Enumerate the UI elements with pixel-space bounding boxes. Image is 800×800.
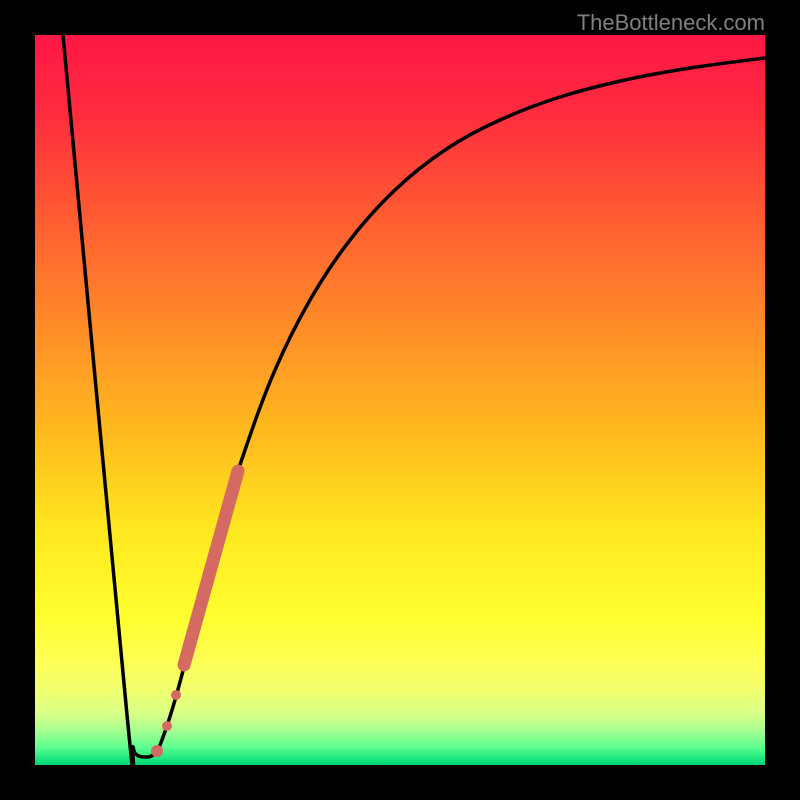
bottleneck-chart (35, 35, 765, 765)
highlighted-data-segment (184, 471, 238, 665)
chart-curve-layer (35, 35, 765, 765)
bottleneck-curve (63, 35, 765, 765)
watermark-text: TheBottleneck.com (577, 10, 765, 36)
